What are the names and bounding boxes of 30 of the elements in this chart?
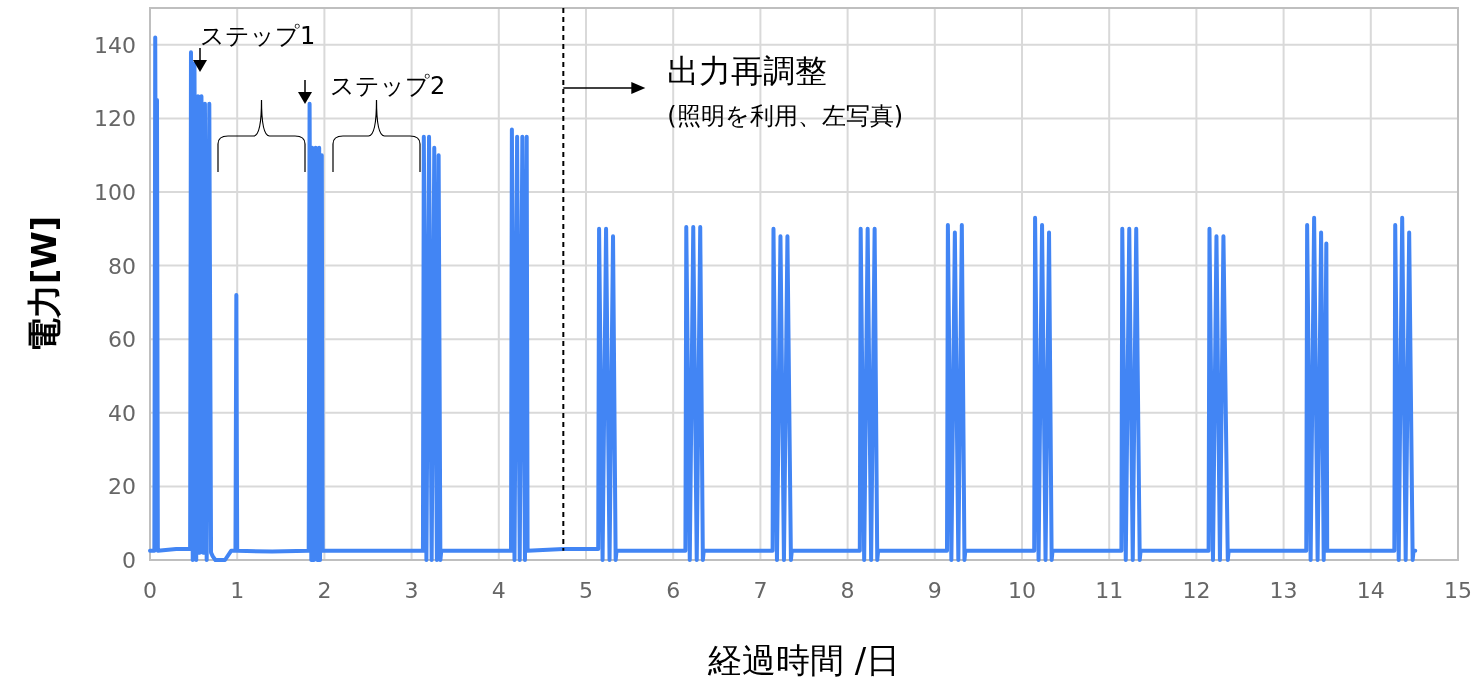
annotation: (照明を利用、左写真) [667,102,904,130]
x-tick-label: 15 [1444,578,1472,603]
x-tick-label: 0 [143,578,157,603]
x-tick-label: 11 [1095,578,1124,603]
x-tick-label: 14 [1356,578,1385,603]
x-tick-label: 5 [579,578,593,603]
y-tick-label: 140 [94,32,136,58]
x-tick-label: 2 [317,578,332,603]
y-tick-label: 120 [94,106,136,132]
y-tick-label: 0 [122,548,136,573]
x-tick-label: 10 [1008,578,1036,603]
x-tick-label: 12 [1182,578,1211,603]
annotation: ステップ1 [200,22,316,50]
x-tick-label: 4 [491,578,506,603]
y-tick-label: 40 [108,400,136,426]
y-tick-label: 80 [108,253,136,279]
y-tick-label: 20 [108,474,136,500]
x-axis-title: 経過時間 /日 [706,640,901,680]
x-tick-label: 1 [230,578,245,603]
x-tick-label: 3 [404,578,419,603]
x-tick-label: 8 [840,578,855,603]
x-tick-label: 9 [927,578,942,603]
x-tick-label: 6 [666,578,681,603]
y-axis-title: 電力[W] [24,215,64,353]
annotation: ステップ2 [330,72,446,100]
ref-line-label: 出力再調整 [667,52,828,90]
y-tick-label: 60 [108,327,136,353]
x-tick-label: 13 [1269,578,1298,603]
y-tick-label: 100 [94,180,136,205]
x-tick-label: 7 [753,578,768,603]
